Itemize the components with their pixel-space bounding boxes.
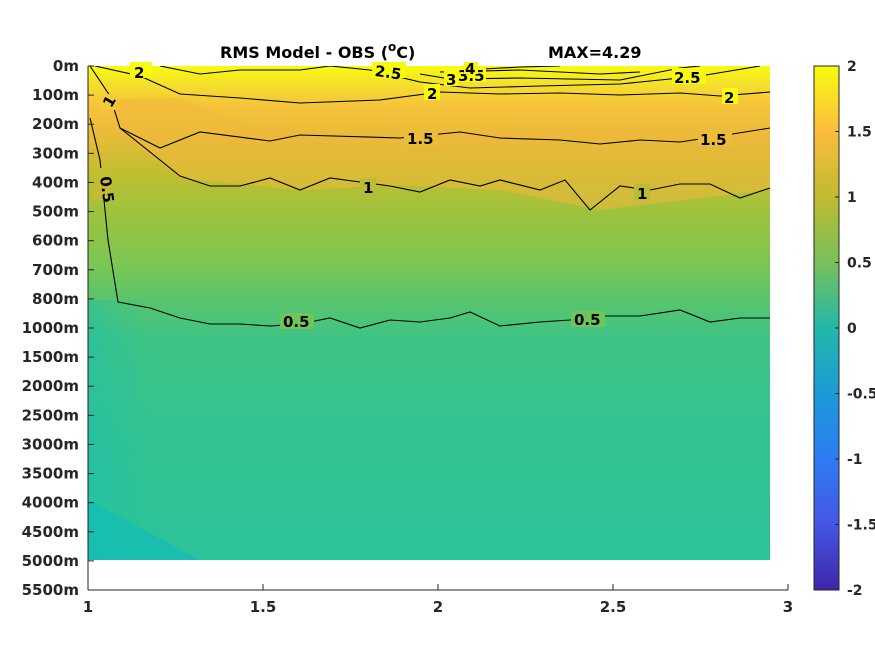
colorbar-tick-label: 1 [847,190,857,206]
y-tick-label: 1000m [22,319,79,337]
contour-label: 0.5 [96,175,118,204]
x-tick-label: 2 [433,598,443,616]
contour-label-bg [571,311,605,327]
colorbar-tick-label: -0.5 [847,387,875,403]
warm-region [88,98,770,210]
contour-label-bg [372,62,406,78]
contour-1-5-band [119,127,770,149]
contour-label: 0.5 [283,313,310,331]
contour-1-5 [89,66,770,211]
contour-0-5 [89,117,770,329]
contour-label-bg [672,68,706,84]
contour-label-bg [424,84,440,100]
y-tick-label: 3000m [22,435,79,453]
contour-label-bg [698,130,732,146]
contour-label: 1 [363,179,373,197]
x-tick-label: 3 [783,598,793,616]
contour-label-bg [404,129,438,145]
y-tick-label: 2500m [22,406,79,424]
contour-label: 2.5 [674,69,701,87]
contour-label-bg [360,178,376,194]
contour-label-bg [100,94,116,110]
contour-label-bg [130,62,152,78]
x-tick-label: 2.5 [600,598,627,616]
colorbar-ticks: 2 1.5 1 0.5 0 -0.5 -1 -1.5 -2 [835,59,875,599]
contour-label: 2 [427,85,437,103]
contour-label-bg [444,70,458,86]
contour-label: 3 [446,71,456,89]
contour-label-bg [634,184,650,200]
max-label: MAX=4.29 [548,43,642,62]
contour-label-bg [722,88,738,104]
y-tick-label: 4000m [22,494,79,512]
y-tick-label: 500m [32,203,79,221]
contour-label: 2 [724,89,734,107]
y-tick-label: 600m [32,232,79,250]
contour-label: 1.5 [407,130,434,148]
colorbar-tick-label: 0 [847,321,857,337]
colorbar-tick-label: 1.5 [847,125,872,141]
contour-label-bg [92,168,110,200]
colorbar-tick-label: -1.5 [847,518,875,534]
colorbar-tick-label: -2 [847,583,863,599]
colorbar-tick-label: -1 [847,452,863,468]
y-tick-label: 4500m [22,523,79,541]
y-tick-label: 3500m [22,465,79,483]
contour-label: 1 [637,185,647,203]
y-tick-label: 1500m [22,348,79,366]
y-tick-label: 200m [32,115,79,133]
y-tick-label: 800m [32,290,79,308]
y-tick-label: 5000m [22,552,79,570]
contour-label: 2 [134,64,144,82]
contour-label: 2.5 [374,62,403,84]
y-tick-label: 0m [53,57,79,75]
colorbar-tick-label: 0.5 [847,256,872,272]
y-tick-label: 700m [32,261,79,279]
contour-label: 0.5 [574,311,601,329]
x-tick-label: 1.5 [250,598,277,616]
contour-label-group: 2 2.5 3 3.5 4 2 2.5 2 1 1.5 1.5 1 1 0.5 … [92,60,738,331]
colorbar-tick-label: 2 [847,59,857,75]
y-tick-label: 400m [32,173,79,191]
x-tick-label: 1 [83,598,93,616]
contour-label-bg [464,62,478,74]
contour-label-bg [280,313,314,329]
contour-label: 1.5 [700,131,727,149]
x-axis-ticks: 1 1.5 2 2.5 3 [83,584,793,616]
y-tick-label: 100m [32,86,79,104]
chart-title: RMS Model - OBS (oC) [220,40,415,62]
y-tick-label: 300m [32,144,79,162]
deep-bottom-region [88,500,200,560]
contour-2-top [159,66,331,75]
contour-label: 4 [465,60,475,78]
y-tick-label: 2000m [22,377,79,395]
y-tick-label: 5500m [22,581,79,599]
y-axis-ticks: 0m 100m 200m 300m 400m 500m 600m 700m 800m 1000m 1… [22,57,94,599]
